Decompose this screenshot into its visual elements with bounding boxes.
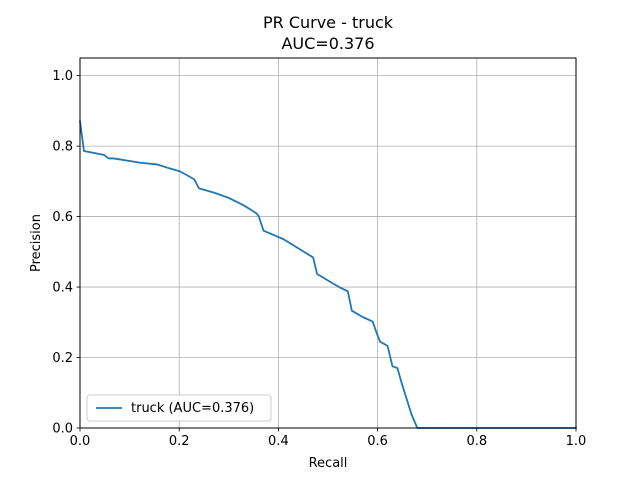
- legend: truck (AUC=0.376): [86, 394, 272, 422]
- series-layer: [78, 120, 577, 429]
- x-tick-label: 0.8: [466, 434, 487, 449]
- x-tick-label: 1.0: [566, 434, 587, 449]
- series-line-truck: [78, 120, 577, 429]
- y-axis-ticks: 0.0 0.2 0.4 0.6 0.8 1.0: [52, 69, 80, 437]
- x-axis-ticks: 0.0 0.2 0.4 0.6 0.8 1.0: [70, 428, 587, 449]
- x-tick-label: 0.2: [169, 434, 190, 449]
- y-tick-label: 0.6: [52, 210, 73, 225]
- y-tick-label: 0.0: [52, 422, 73, 437]
- y-tick-label: 0.8: [52, 140, 73, 155]
- chart-subtitle: AUC=0.376: [281, 34, 374, 53]
- x-tick-label: 0.6: [367, 434, 388, 449]
- y-tick-label: 0.2: [52, 351, 73, 366]
- y-tick-label: 0.4: [52, 281, 73, 296]
- chart-title: PR Curve - truck: [263, 13, 394, 32]
- legend-label-truck: truck (AUC=0.376): [131, 401, 254, 416]
- y-axis-label: Precision: [29, 214, 44, 272]
- x-axis-label: Recall: [309, 456, 348, 471]
- legend-box: [86, 394, 272, 422]
- x-tick-label: 0.0: [70, 434, 91, 449]
- plot-area-frame: [79, 57, 577, 429]
- grid-lines: [79, 58, 577, 429]
- x-tick-label: 0.4: [268, 434, 289, 449]
- y-tick-label: 1.0: [52, 69, 73, 84]
